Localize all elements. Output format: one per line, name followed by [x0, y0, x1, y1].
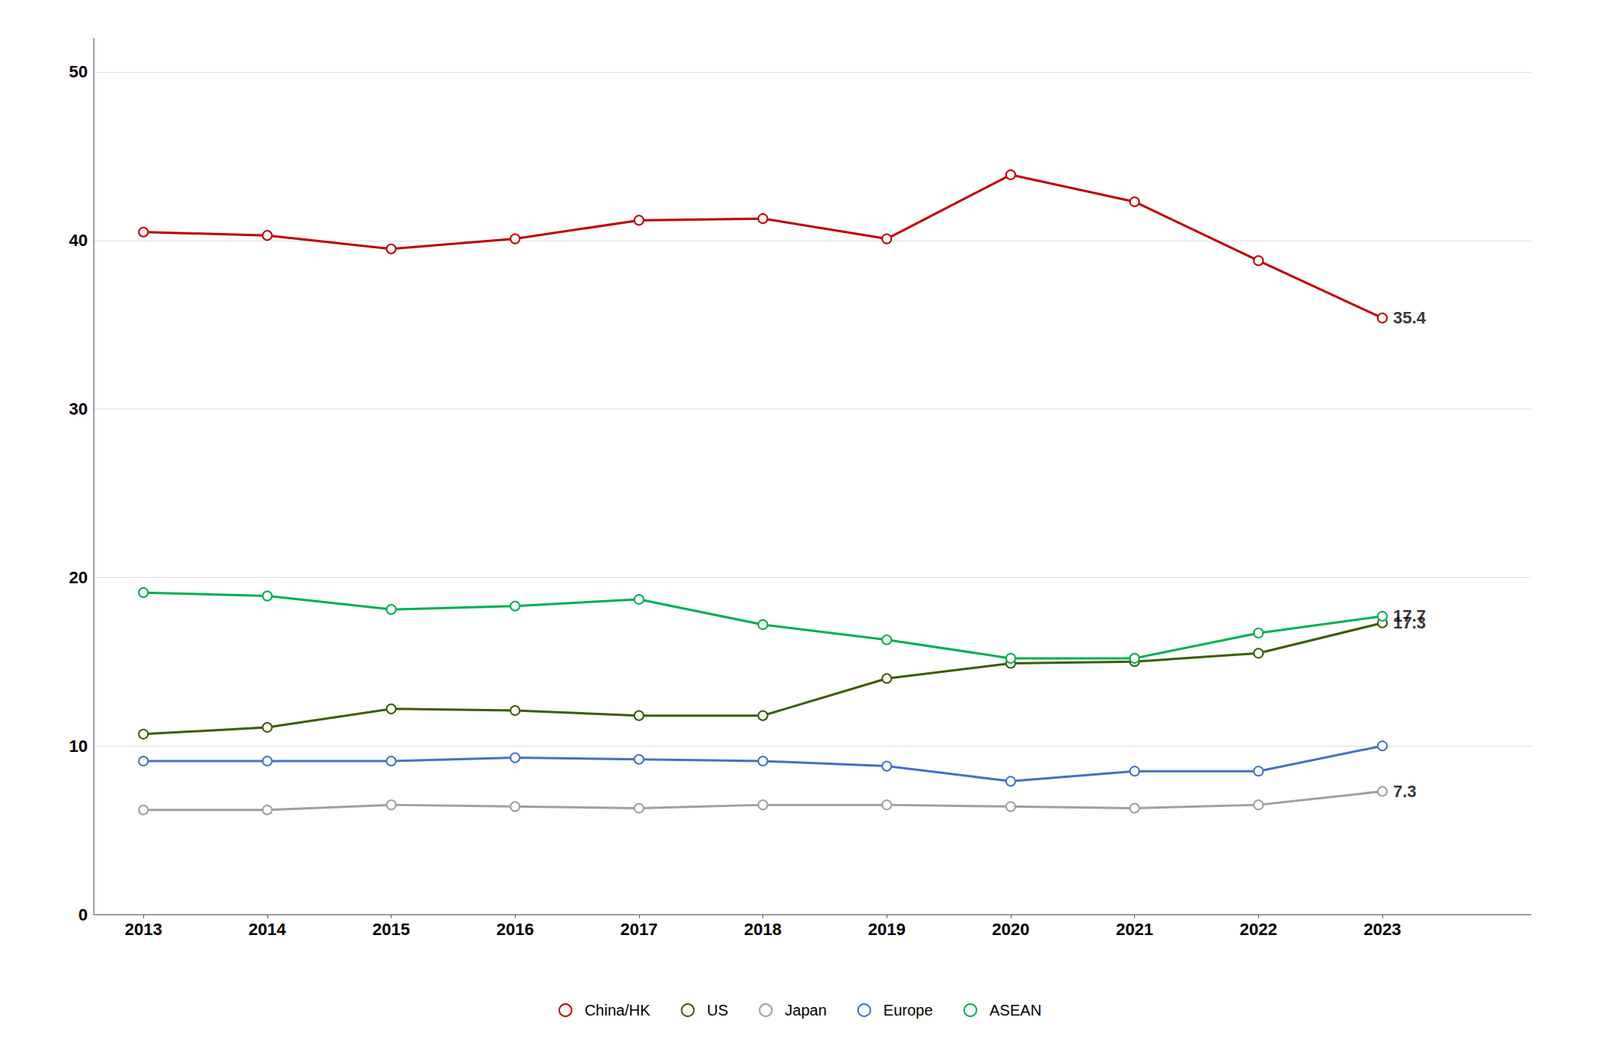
svg-text:0: 0 [78, 904, 88, 925]
svg-text:10: 10 [68, 736, 88, 756]
svg-text:2020: 2020 [991, 919, 1030, 939]
svg-text:2013: 2013 [124, 919, 163, 939]
svg-text:50: 50 [68, 62, 88, 82]
svg-text:ASEAN: ASEAN [989, 1001, 1042, 1019]
svg-text:2019: 2019 [868, 919, 906, 939]
svg-text:2018: 2018 [744, 919, 782, 939]
svg-text:China/HK: China/HK [584, 1001, 651, 1019]
svg-text:US: US [707, 1001, 729, 1019]
svg-text:Europe: Europe [883, 1001, 934, 1019]
svg-text:40: 40 [68, 230, 88, 250]
svg-text:30: 30 [68, 399, 88, 419]
svg-text:2021: 2021 [1115, 919, 1154, 939]
svg-text:2017: 2017 [619, 919, 658, 939]
svg-text:7.3: 7.3 [1393, 781, 1417, 801]
svg-text:Japan: Japan [784, 1001, 827, 1019]
svg-text:2015: 2015 [372, 919, 410, 939]
svg-text:35.4: 35.4 [1393, 308, 1427, 328]
svg-text:2022: 2022 [1239, 919, 1278, 939]
svg-text:2014: 2014 [248, 919, 287, 939]
svg-text:2016: 2016 [496, 919, 535, 939]
svg-text:2023: 2023 [1363, 919, 1402, 939]
svg-text:17.3: 17.3 [1393, 613, 1427, 633]
svg-text:20: 20 [68, 567, 88, 587]
